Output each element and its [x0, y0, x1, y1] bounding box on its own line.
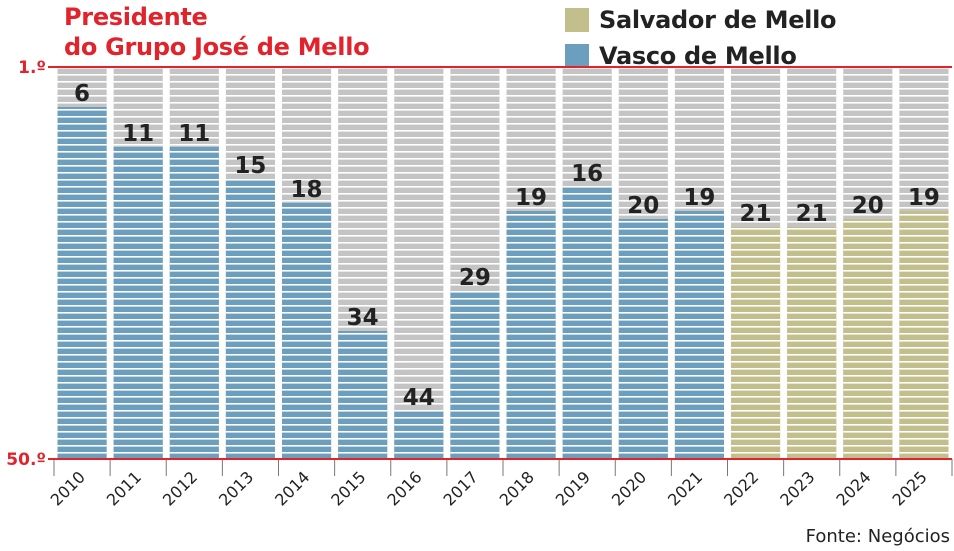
- data-label-2025: 19: [908, 185, 940, 211]
- legend-item-salvador: Salvador de Mello: [565, 2, 837, 38]
- x-tick-label-2014: 2014: [271, 467, 313, 509]
- bar-stripes-2021: [674, 67, 724, 459]
- x-tick-label-2011: 2011: [103, 467, 145, 509]
- x-tick-label-2013: 2013: [215, 467, 257, 509]
- bar-stripes-2019: [562, 67, 612, 459]
- bar-stripes-2023: [787, 67, 837, 459]
- bar-stripes-2011: [113, 67, 163, 459]
- data-label-2023: 21: [796, 201, 828, 227]
- data-label-2015: 34: [347, 305, 379, 331]
- data-label-2011: 11: [122, 121, 154, 147]
- x-tick-label-2024: 2024: [832, 467, 874, 509]
- legend-swatch-vasco: [565, 44, 589, 68]
- bar-stripes-2010: [57, 67, 107, 459]
- bar-stripes-2024: [843, 67, 893, 459]
- x-tick-label-2019: 2019: [552, 467, 594, 509]
- data-label-2010: 6: [74, 81, 90, 107]
- data-label-2014: 18: [291, 177, 323, 203]
- x-tick-label-2021: 2021: [664, 467, 706, 509]
- legend-label-salvador: Salvador de Mello: [599, 6, 837, 34]
- data-label-2022: 21: [740, 201, 772, 227]
- data-label-2016: 44: [403, 385, 435, 411]
- bar-stripes-2017: [450, 67, 500, 459]
- y-axis-label-bottom: 50.º: [6, 450, 46, 470]
- x-tick-label-2010: 2010: [47, 467, 89, 509]
- bar-stripes-2016: [394, 67, 444, 459]
- data-label-2021: 19: [683, 185, 715, 211]
- data-label-2019: 16: [571, 161, 603, 187]
- x-tick-label-2016: 2016: [383, 467, 425, 509]
- data-label-2024: 20: [852, 193, 884, 219]
- x-tick-label-2022: 2022: [720, 467, 762, 509]
- data-label-2013: 15: [234, 153, 266, 179]
- legend-swatch-salvador: [565, 8, 589, 32]
- legend: Salvador de Mello Vasco de Mello: [565, 2, 837, 74]
- chart-title-line-2: do Grupo José de Mello: [64, 33, 370, 61]
- y-axis-label-top: 1.º: [18, 58, 46, 78]
- bar-stripes-2013: [225, 67, 275, 459]
- bar-stripes-2014: [282, 67, 332, 459]
- chart-title-line-1: Presidente: [64, 3, 208, 31]
- bar-stripes-2015: [338, 67, 388, 459]
- bar-stripes-2020: [618, 67, 668, 459]
- legend-label-vasco: Vasco de Mello: [599, 42, 797, 70]
- data-label-2018: 19: [515, 185, 547, 211]
- data-label-2012: 11: [178, 121, 210, 147]
- x-tick-label-2015: 2015: [327, 467, 369, 509]
- x-tick-label-2023: 2023: [776, 467, 818, 509]
- chart-title: Presidente do Grupo José de Mello: [64, 2, 370, 62]
- x-tick-label-2018: 2018: [496, 467, 538, 509]
- data-label-2017: 29: [459, 265, 491, 291]
- bar-stripes-2012: [169, 67, 219, 459]
- source-note: Fonte: Negócios: [805, 526, 950, 547]
- legend-item-vasco: Vasco de Mello: [565, 38, 836, 74]
- bar-stripes-2025: [899, 67, 949, 459]
- x-tick-label-2020: 2020: [608, 467, 650, 509]
- x-tick-label-2012: 2012: [159, 467, 201, 509]
- bar-stripes-2018: [506, 67, 556, 459]
- x-tick-label-2025: 2025: [889, 467, 931, 509]
- x-tick-label-2017: 2017: [440, 467, 482, 509]
- bar-stripes-2022: [731, 67, 781, 459]
- data-label-2020: 20: [627, 193, 659, 219]
